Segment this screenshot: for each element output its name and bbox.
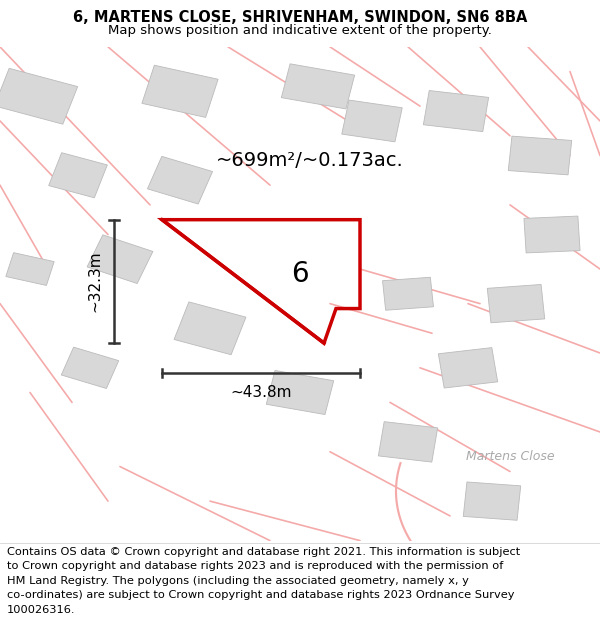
Polygon shape bbox=[463, 482, 521, 520]
Polygon shape bbox=[342, 100, 402, 142]
Polygon shape bbox=[87, 235, 153, 284]
Polygon shape bbox=[439, 348, 497, 388]
Polygon shape bbox=[487, 284, 545, 322]
Polygon shape bbox=[142, 65, 218, 118]
Polygon shape bbox=[174, 302, 246, 355]
Text: Contains OS data © Crown copyright and database right 2021. This information is : Contains OS data © Crown copyright and d… bbox=[7, 546, 520, 556]
Text: HM Land Registry. The polygons (including the associated geometry, namely x, y: HM Land Registry. The polygons (includin… bbox=[7, 576, 469, 586]
Polygon shape bbox=[6, 253, 54, 286]
Polygon shape bbox=[508, 136, 572, 175]
Text: 6: 6 bbox=[291, 260, 309, 288]
Polygon shape bbox=[0, 68, 77, 124]
Polygon shape bbox=[424, 91, 488, 132]
Text: ~699m²/~0.173ac.: ~699m²/~0.173ac. bbox=[216, 151, 404, 170]
Polygon shape bbox=[49, 152, 107, 198]
Polygon shape bbox=[148, 156, 212, 204]
Text: 100026316.: 100026316. bbox=[7, 604, 76, 614]
Polygon shape bbox=[379, 422, 437, 462]
Text: ~32.3m: ~32.3m bbox=[87, 251, 102, 312]
Polygon shape bbox=[281, 64, 355, 109]
Text: ~43.8m: ~43.8m bbox=[230, 385, 292, 400]
Text: Map shows position and indicative extent of the property.: Map shows position and indicative extent… bbox=[108, 24, 492, 36]
Polygon shape bbox=[266, 371, 334, 414]
Text: Martens Close: Martens Close bbox=[466, 450, 554, 463]
Text: to Crown copyright and database rights 2023 and is reproduced with the permissio: to Crown copyright and database rights 2… bbox=[7, 561, 503, 571]
Text: co-ordinates) are subject to Crown copyright and database rights 2023 Ordnance S: co-ordinates) are subject to Crown copyr… bbox=[7, 590, 515, 600]
Text: 6, MARTENS CLOSE, SHRIVENHAM, SWINDON, SN6 8BA: 6, MARTENS CLOSE, SHRIVENHAM, SWINDON, S… bbox=[73, 10, 527, 25]
Polygon shape bbox=[383, 278, 433, 310]
Polygon shape bbox=[61, 347, 119, 389]
Polygon shape bbox=[524, 216, 580, 253]
